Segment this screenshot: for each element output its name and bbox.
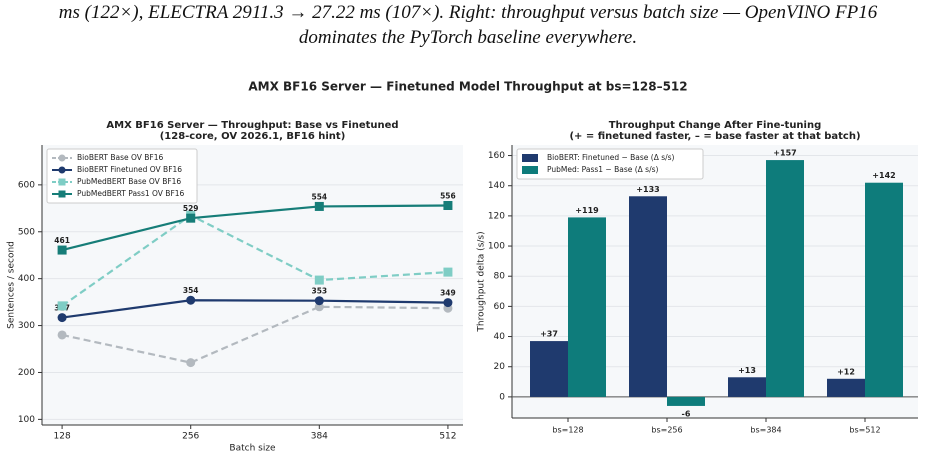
chart-title: AMX BF16 Server — Throughput: Base vs Fi… [106,120,398,131]
data-label: 529 [183,204,199,213]
marker [443,298,453,308]
y-tick-label: 400 [18,274,35,284]
bar [865,182,903,397]
marker [186,213,196,223]
marker [443,201,453,211]
y-axis-label: Sentences / second [7,241,17,329]
y-axis-label: Throughput delta (s/s) [477,231,487,332]
data-label: +13 [738,366,756,375]
data-label: -6 [682,409,691,418]
marker [186,295,196,305]
chart-title: (+ = finetuned faster, – = base faster a… [569,131,860,142]
legend-swatch [58,154,66,162]
legend-box [516,148,704,180]
figure-title: AMX BF16 Server — Finetuned Model Throug… [248,80,687,94]
y-tick-label: 160 [488,151,505,161]
legend-swatch [58,178,66,186]
marker [443,267,453,277]
data-label: +119 [575,206,599,215]
chart-title: (128-core, OV 2026.1, BF16 hint) [160,131,346,142]
legend-swatch [58,190,66,198]
bar [766,160,804,397]
marker [57,313,67,323]
data-label: +37 [540,330,558,339]
legend-label: PubMedBERT Pass1 OV BF16 [77,189,185,198]
data-label: 461 [54,236,70,245]
legend-swatch [522,166,538,174]
series-line [61,214,448,307]
marker [57,330,67,340]
legend-label: PubMedBERT Base OV BF16 [77,177,181,186]
legend-label: BioBERT Base OV BF16 [77,153,163,162]
bar [568,217,606,397]
y-tick-label: 60 [494,302,506,312]
caption-line: dominates the PyTorch baseline everywher… [298,27,638,48]
data-label: 556 [440,192,456,201]
x-axis-label: Batch size [229,444,276,453]
caption-line: ms (122×), ELECTRA 2911.3 → 27.22 ms (10… [58,2,878,23]
chart-title: Throughput Change After Fine-tuning [609,120,822,131]
x-tick-label: bs=128 [552,426,583,435]
data-label: +12 [837,367,855,376]
x-tick-label: 256 [182,432,199,442]
y-tick-label: 100 [18,415,35,425]
legend-label: BioBERT: Finetuned − Base (Δ s/s) [547,153,675,162]
legend-label: BioBERT Finetuned OV BF16 [77,165,182,174]
x-tick-label: bs=384 [750,426,781,435]
marker [314,201,324,211]
x-tick-label: bs=256 [651,426,682,435]
figure: AMX BF16 Server — Finetuned Model Throug… [7,80,918,453]
y-tick-label: 20 [494,362,506,372]
data-label: 354 [183,286,199,295]
x-tick-label: 512 [439,432,456,442]
y-tick-label: 140 [488,181,505,191]
data-label: +133 [636,185,659,194]
y-tick-label: 80 [494,272,506,282]
data-label: +142 [872,171,895,180]
marker [314,296,324,306]
series-line [61,204,448,252]
y-tick-label: 300 [18,321,35,331]
legend-label: PubMed: Pass1 − Base (Δ s/s) [547,165,659,174]
y-tick-label: 40 [494,332,506,342]
y-tick-label: 120 [488,211,505,221]
bar [629,196,667,397]
y-tick-label: 500 [18,227,35,237]
y-tick-label: 0 [499,392,505,402]
legend-swatch [58,166,66,174]
x-tick-label: 128 [54,432,71,442]
series-line [61,299,448,319]
x-tick-label: 384 [311,432,328,442]
data-label: 349 [440,289,456,298]
data-label: +157 [773,149,796,158]
y-tick-label: 100 [488,242,505,252]
data-label: 353 [311,287,327,296]
legend-box [46,148,198,204]
marker [314,275,324,285]
bar [530,341,568,397]
data-label: 554 [311,192,327,201]
marker [57,245,67,255]
legend-swatch [522,154,538,162]
y-tick-label: 600 [18,180,35,190]
bar [667,396,705,406]
bar [728,377,766,397]
x-tick-label: bs=512 [849,426,880,435]
bar [827,378,865,397]
marker [186,358,196,368]
series-line [61,305,448,364]
y-tick-label: 200 [18,368,35,378]
marker [57,301,67,311]
